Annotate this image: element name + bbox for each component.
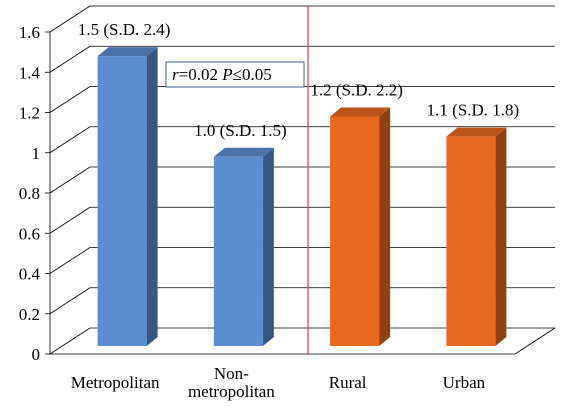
- category-label: metropolitan: [188, 382, 275, 401]
- r-value: =0.02: [179, 65, 223, 84]
- bar: [97, 47, 158, 346]
- grid-diagonal: [49, 86, 91, 113]
- bar: [330, 107, 391, 346]
- grid-diagonal: [49, 327, 91, 355]
- bar-side: [262, 147, 274, 346]
- r-symbol: r: [172, 65, 179, 84]
- grid-diagonal: [49, 126, 91, 154]
- data-labels: 1.5 (S.D. 2.4) 1.0 (S.D. 1.5) 1.2 (S.D. 2.…: [78, 20, 519, 140]
- y-tick-label: 0.4: [19, 265, 41, 284]
- category-labels: Metropolitan Non-metropolitan Rural Urban: [71, 364, 486, 401]
- grid-diagonal: [49, 287, 91, 315]
- category-label: Urban: [443, 373, 486, 392]
- bar-front: [446, 136, 496, 346]
- bar: [446, 127, 507, 346]
- bar-front: [97, 56, 147, 346]
- bar: [213, 147, 274, 346]
- correlation-annotation: r=0.02 P≤0.05: [165, 61, 305, 88]
- y-tick-label: 0.2: [19, 305, 40, 324]
- grid-diagonal: [49, 5, 91, 33]
- y-tick-label: 0.6: [19, 224, 40, 243]
- bar-side: [146, 47, 158, 346]
- grid-diagonal: [49, 45, 91, 73]
- data-label: 1.2 (S.D. 2.2): [310, 81, 403, 100]
- y-tick-label: 0.8: [19, 184, 40, 203]
- data-label: 1.0 (S.D. 1.5): [194, 121, 287, 140]
- annotation-box: [165, 61, 305, 88]
- category-label: Rural: [329, 373, 367, 392]
- bar-side: [379, 107, 391, 346]
- bar-top: [446, 127, 507, 137]
- y-tick-label: 1: [32, 144, 41, 163]
- grid-diagonal: [49, 247, 91, 274]
- bar-top: [97, 47, 158, 57]
- y-tick-label: 1.2: [19, 104, 40, 123]
- bars: [97, 47, 507, 346]
- bar-front: [330, 116, 380, 346]
- annotation-text: r=0.02 P≤0.05: [172, 65, 272, 84]
- grid-diagonal: [49, 166, 91, 194]
- y-tick-label: 0: [32, 345, 41, 364]
- category-label: Non-: [214, 364, 249, 383]
- category-label: Metropolitan: [71, 373, 160, 392]
- y-tick-label: 1.6: [19, 23, 40, 42]
- data-label: 1.5 (S.D. 2.4): [78, 20, 171, 39]
- y-axis: 0 0.2 0.4 0.6 0.8 1 1.2 1.4 1.6: [19, 23, 51, 364]
- y-tick-label: 1.4: [19, 63, 41, 82]
- bar-side: [495, 127, 507, 346]
- bar-top: [213, 147, 274, 157]
- grid-diagonal: [49, 206, 91, 234]
- bar-top: [330, 107, 391, 117]
- floor-right-edge: [514, 327, 556, 355]
- data-label: 1.1 (S.D. 1.8): [427, 101, 520, 120]
- p-value: ≤0.05: [233, 65, 272, 84]
- p-symbol: P: [221, 65, 232, 84]
- bar-front: [213, 156, 263, 346]
